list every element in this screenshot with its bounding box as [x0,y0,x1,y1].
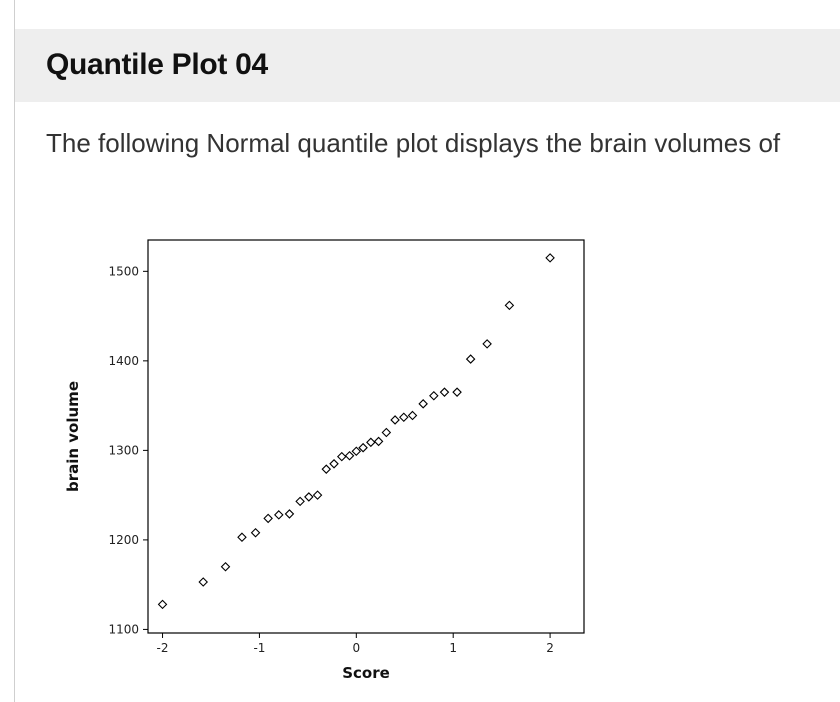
data-point [381,427,392,438]
data-point [295,496,305,507]
data-point [329,459,339,469]
data-point [237,532,247,542]
data-point [407,410,418,421]
data-point [366,437,376,448]
data-point [399,412,409,423]
data-point [545,253,555,263]
data-point [274,510,284,520]
question-text: The following Normal quantile plot displ… [46,128,781,158]
data-point [220,561,231,572]
x-axis-label: Score [342,664,390,682]
data-point [504,300,515,311]
data-point [439,387,450,397]
x-tick-label: -1 [253,641,265,655]
data-point [263,513,273,524]
data-point [373,436,384,447]
y-axis-label: brain volume [64,381,82,492]
data-points [157,253,555,610]
data-point [336,451,347,462]
y-tick-label: 1200 [108,533,139,547]
x-tick-label: 1 [449,641,457,655]
data-point [250,527,261,538]
data-point [358,442,368,453]
y-tick-label: 1400 [108,354,139,368]
x-tick-label: -2 [157,641,169,655]
data-point [321,464,332,474]
data-point [312,490,323,500]
y-tick-label: 1300 [108,443,139,457]
axis-ticks: -2 -1 0 1 2 1100 1200 1300 1400 1500 [108,264,553,655]
data-point [198,577,209,587]
x-tick-label: 2 [546,641,554,655]
content-left-border [14,0,15,702]
y-tick-label: 1100 [108,622,139,636]
data-point [157,599,168,610]
data-point [351,446,362,457]
data-point [465,354,476,364]
data-point [452,387,462,397]
data-point [284,509,295,519]
data-point [418,399,428,409]
data-point [390,415,400,425]
data-point [304,492,314,502]
data-point [344,450,355,461]
page-title: Quantile Plot 04 [46,48,268,81]
question-header [15,29,840,102]
data-point [429,390,439,401]
y-tick-label: 1500 [108,264,139,278]
x-tick-label: 0 [352,641,360,655]
data-point [482,339,492,349]
plot-frame [147,239,585,634]
